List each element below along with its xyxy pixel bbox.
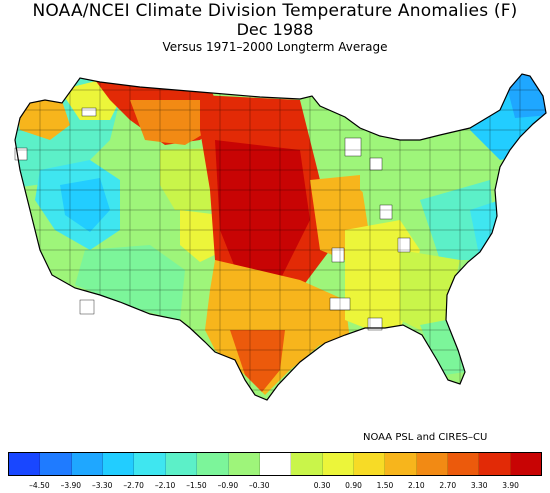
color-scale-swatch — [322, 453, 354, 475]
map-title: NOAA/NCEI Climate Division Temperature A… — [32, 1, 518, 21]
color-scale-tick-label: 1.50 — [376, 481, 394, 490]
color-scale-tick-label: 0.30 — [313, 481, 331, 490]
color-scale-swatch — [103, 453, 135, 475]
color-scale-swatch — [448, 453, 480, 475]
division-grid — [15, 74, 546, 400]
color-scale-swatch — [510, 453, 542, 475]
color-scale-swatch — [353, 453, 386, 475]
color-scale-tick-label: 0.90 — [345, 481, 362, 490]
us-border — [14, 73, 547, 401]
color-scale-tick-label: 2.10 — [407, 481, 425, 490]
color-scale-swatch — [479, 453, 511, 475]
color-scale-tick-label: –0.90 — [217, 481, 239, 490]
color-scale-swatch — [291, 453, 323, 475]
color-scale-labels: –4.50 –3.90 –3.30 –2.70 –2.10 –1.50 –0.90 –0.30… — [0, 481, 550, 493]
color-scale-bar — [8, 452, 542, 476]
color-scale-swatch — [385, 453, 417, 475]
color-scale-swatch — [9, 453, 41, 475]
map-subtitle: Versus 1971–2000 Longterm Average — [162, 40, 388, 54]
color-scale-swatch — [228, 453, 260, 475]
color-scale-swatch — [416, 453, 449, 475]
color-scale-tick-label: –0.30 — [249, 481, 270, 490]
color-scale-tick-label: –2.70 — [123, 481, 144, 490]
color-scale-tick-label: –1.50 — [186, 481, 207, 490]
map-period: Dec 1988 — [236, 20, 314, 39]
no-data-divisions — [14, 107, 411, 331]
color-scale-tick-label: 2.70 — [439, 481, 457, 490]
us-climate-division-map — [14, 73, 547, 401]
color-scale-tick-label: –3.30 — [92, 481, 113, 490]
color-scale-swatch — [165, 453, 198, 475]
color-scale-tick-label: –3.90 — [60, 481, 82, 490]
color-scale-swatch — [259, 453, 292, 475]
color-scale-tick-label: 3.30 — [470, 481, 488, 490]
color-scale-swatch — [197, 453, 229, 475]
color-scale-tick-label: 3.90 — [502, 481, 519, 490]
color-scale-swatch — [134, 453, 166, 475]
color-scale-tick-label: –4.50 — [29, 481, 50, 490]
color-scale-tick-label: –2.10 — [154, 481, 176, 490]
color-scale-swatch — [40, 453, 72, 475]
color-scale-swatch — [71, 453, 104, 475]
data-credit: NOAA PSL and CIRES–CU — [363, 432, 488, 443]
